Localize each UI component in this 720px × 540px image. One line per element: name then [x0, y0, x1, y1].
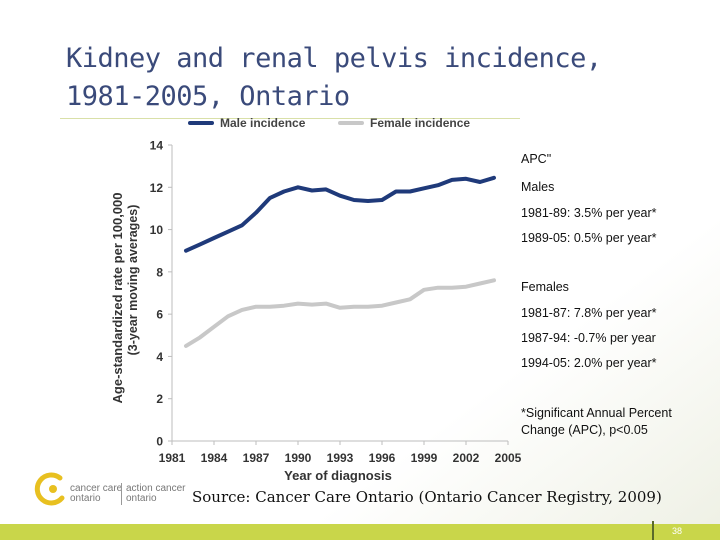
annotation-footnote-line-1: *Significant Annual Percent	[521, 406, 672, 420]
annotation-males-1989-05: 1989-05: 0.5% per year*	[521, 231, 657, 245]
source-citation: Source: Cancer Care Ontario (Ontario Can…	[192, 488, 662, 506]
footer-bar	[0, 524, 720, 540]
x-tick-label: 1993	[327, 451, 354, 465]
title-line-1: Kidney and renal pelvis incidence,	[66, 43, 602, 74]
legend-swatch-male	[188, 121, 214, 125]
y-tick-label: 12	[150, 181, 164, 195]
x-tick-label: 1987	[243, 451, 270, 465]
logo-divider	[121, 483, 122, 505]
annotation-females-header: Females	[521, 280, 569, 294]
legend-label-female: Female incidence	[370, 116, 471, 130]
x-tick-label: 2002	[453, 451, 480, 465]
y-tick-label: 10	[150, 223, 164, 237]
title-line-2: 1981-2005, Ontario	[66, 81, 350, 112]
y-axis-label-line-2: (3-year moving averages)	[126, 205, 140, 356]
page-number: 38	[672, 526, 683, 536]
y-tick-label: 8	[156, 265, 163, 279]
logo-text-left-2: ontario	[70, 493, 101, 504]
footer-separator	[652, 521, 654, 540]
x-tick-label: 2005	[495, 451, 522, 465]
annotation-footnote-line-2: Change (APC), p<0.05	[521, 423, 648, 437]
y-tick-label: 6	[156, 308, 163, 322]
x-tick-label: 1981	[159, 451, 186, 465]
y-tick-label: 4	[156, 350, 163, 364]
y-tick-label: 14	[150, 139, 164, 153]
male-incidence-line	[184, 175, 496, 253]
chart-ticks: 0 2 4 6 8 10 12 14 1981 1984 1987 1990 1993 1996 1999 2…	[150, 139, 522, 466]
annotation-apc-header: APC"	[521, 152, 552, 166]
cancer-care-ontario-logo: cancer care ontario action cancer ontari…	[34, 470, 194, 510]
y-tick-label: 0	[156, 435, 163, 449]
logo-text-right-2: ontario	[126, 493, 157, 504]
title-divider	[60, 118, 520, 119]
x-tick-label: 1990	[285, 451, 312, 465]
chart-axes	[171, 145, 508, 442]
logo-text-right-1: action cancer	[126, 483, 186, 494]
annotation-females-1994-05: 1994-05: 2.0% per year*	[521, 356, 657, 370]
y-axis-label-line-1: Age-standardized rate per 100,000	[110, 193, 125, 404]
x-tick-label: 1999	[411, 451, 438, 465]
logo-text-left-1: cancer care	[70, 483, 123, 494]
legend-swatch-female	[338, 121, 364, 125]
annotation-males-1981-89: 1981-89: 3.5% per year*	[521, 206, 657, 220]
y-tick-label: 2	[156, 392, 163, 406]
annotation-females-1987-94: 1987-94: -0.7% per year	[521, 331, 656, 345]
slide-title: Kidney and renal pelvis incidence, 1981-…	[66, 40, 666, 116]
chart-series	[184, 175, 496, 348]
annotation-females-1981-87: 1981-87: 7.8% per year*	[521, 306, 657, 320]
female-incidence-line	[184, 278, 496, 348]
x-tick-label: 1996	[369, 451, 396, 465]
x-axis-label: Year of diagnosis	[284, 468, 392, 483]
legend-label-male: Male incidence	[220, 116, 306, 130]
annotation-males-header: Males	[521, 180, 555, 194]
x-tick-label: 1984	[201, 451, 228, 465]
logo-mark-icon	[34, 472, 65, 506]
